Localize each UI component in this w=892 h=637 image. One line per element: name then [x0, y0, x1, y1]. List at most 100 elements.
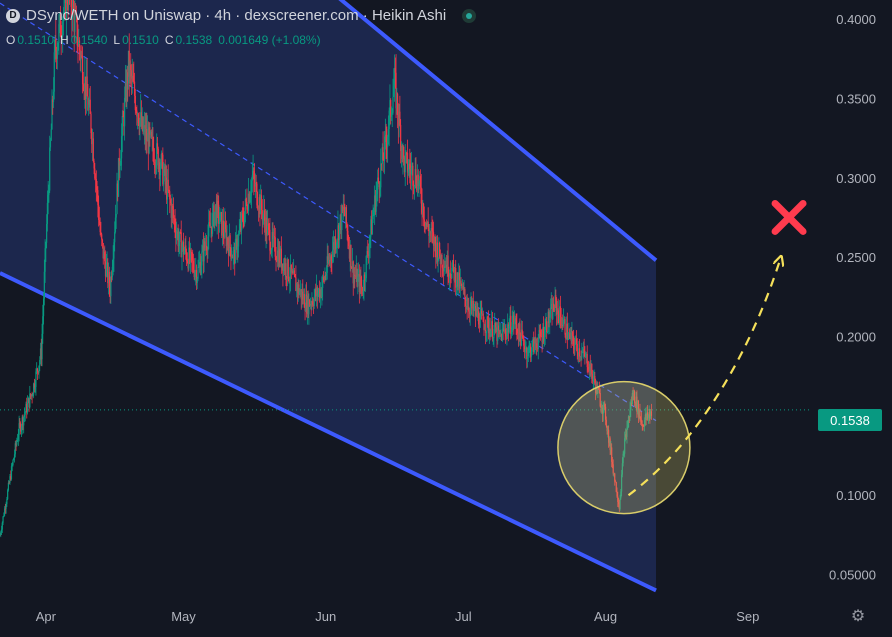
- candle-body: [602, 404, 604, 414]
- candle-body: [189, 247, 191, 261]
- candle-body: [228, 244, 230, 256]
- candle-body: [284, 263, 286, 272]
- candle-body: [585, 354, 587, 358]
- candle-body: [292, 271, 294, 274]
- candle-body: [393, 86, 395, 98]
- time-axis[interactable]: Apr May Jun Jul Aug Sep: [36, 609, 760, 624]
- candle-body: [55, 50, 58, 59]
- candle-body: [539, 331, 542, 337]
- candle-body: [81, 55, 83, 57]
- candle-body: [540, 336, 542, 338]
- candle-body: [624, 438, 626, 454]
- candle-body: [477, 311, 479, 317]
- candle-body: [223, 233, 225, 238]
- candle-body: [59, 14, 61, 25]
- candle-body: [368, 245, 370, 256]
- candle-body: [262, 215, 264, 221]
- candle-body: [558, 313, 560, 323]
- candle-body: [470, 300, 472, 307]
- candle-body: [179, 231, 182, 233]
- candle-body: [118, 158, 120, 170]
- candle-body: [248, 193, 250, 202]
- candle-body: [9, 476, 11, 483]
- candle-body: [104, 251, 106, 262]
- candle-body: [387, 129, 390, 137]
- candle-body: [351, 261, 354, 269]
- gear-icon[interactable]: ⚙: [850, 608, 866, 625]
- candle-body: [310, 303, 312, 306]
- candle-body: [322, 277, 324, 288]
- candle-body: [230, 248, 232, 259]
- candle-body: [246, 201, 248, 210]
- y-tick-label: 0.3500: [836, 91, 876, 106]
- candle-body: [218, 221, 221, 224]
- candle-body: [417, 174, 419, 187]
- candle-body: [584, 352, 586, 358]
- candle-body: [237, 246, 239, 253]
- candle-body: [252, 171, 254, 176]
- candle-body: [290, 264, 292, 273]
- candle-body: [331, 250, 334, 262]
- candle-body: [628, 416, 630, 418]
- x-tick-label: May: [171, 609, 196, 624]
- candle-body: [400, 145, 403, 151]
- candle-body: [6, 499, 8, 505]
- candle-body: [256, 183, 258, 206]
- candle-body: [206, 250, 208, 251]
- candle-body: [146, 128, 148, 142]
- candle-body: [630, 402, 633, 405]
- candle-body: [301, 291, 303, 300]
- open-label: O: [6, 33, 16, 47]
- candle-body: [345, 207, 347, 225]
- candle-body: [43, 271, 45, 299]
- candle-body: [316, 287, 318, 297]
- candle-body: [337, 225, 339, 241]
- candle-body: [187, 261, 189, 269]
- candle-body: [478, 324, 481, 328]
- candle-body: [341, 206, 344, 212]
- candle-body: [273, 236, 275, 240]
- candle-body: [429, 232, 432, 234]
- candle-body: [419, 176, 421, 181]
- candle-body: [533, 337, 536, 352]
- candle-body: [434, 236, 436, 244]
- candle-body: [156, 143, 158, 166]
- candle-body: [192, 260, 195, 270]
- candle-body: [184, 245, 186, 251]
- candle-body: [627, 427, 629, 428]
- candle-body: [461, 283, 463, 289]
- candle-body: [552, 303, 554, 320]
- candle-body: [452, 260, 454, 269]
- candle-body: [3, 515, 5, 517]
- candle-body: [101, 239, 104, 243]
- candle-body: [502, 328, 504, 330]
- candle-body: [330, 256, 332, 260]
- low-value: 0.1510: [122, 33, 159, 47]
- candle-body: [77, 45, 79, 47]
- candle-body: [491, 321, 493, 331]
- candle-body: [333, 241, 335, 250]
- candle-body: [257, 205, 259, 209]
- candle-body: [155, 165, 157, 168]
- candle-body: [78, 40, 80, 46]
- candle-body: [128, 50, 130, 77]
- candle-body: [297, 284, 299, 293]
- candle-body: [165, 177, 167, 182]
- candle-body: [108, 271, 110, 287]
- candle-body: [152, 136, 154, 150]
- price-axis[interactable]: 0.40000.35000.30000.25000.20000.15000.10…: [829, 12, 876, 583]
- candle-body: [115, 214, 117, 218]
- candle-body: [7, 490, 9, 500]
- candle-body: [403, 157, 406, 173]
- candle-body: [392, 97, 394, 113]
- candle-body: [26, 403, 28, 413]
- candle-body: [212, 205, 214, 214]
- candle-body: [52, 91, 55, 103]
- channel-upper-line: [338, 0, 658, 262]
- candle-body: [406, 152, 408, 154]
- candle-body: [241, 213, 243, 231]
- candle-body: [62, 12, 65, 22]
- y-tick-label: 0.1000: [836, 488, 876, 503]
- candle-body: [143, 128, 145, 133]
